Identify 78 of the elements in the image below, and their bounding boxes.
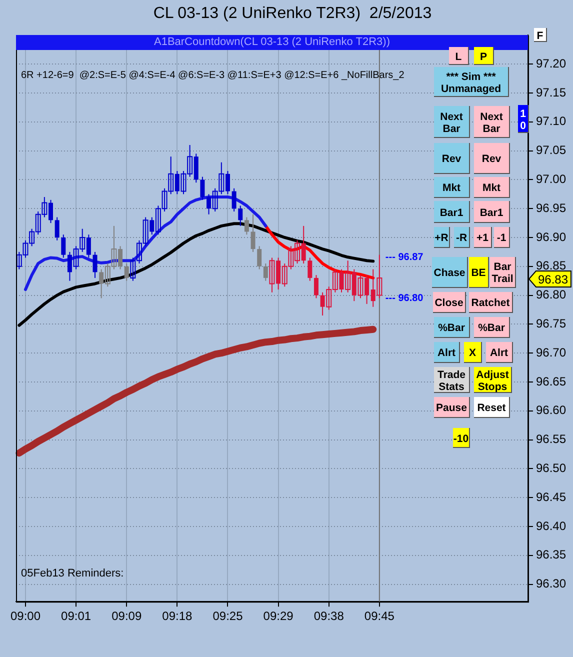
candlestick <box>238 205 243 226</box>
chart-title: CL 03-13 (2 UniRenko T2R3) 2/5/2013 <box>153 5 432 22</box>
annotation: Rev <box>474 143 510 174</box>
annotation: 10 <box>518 105 529 133</box>
annotation: Alrt <box>434 342 460 363</box>
annotation: 6R +12-6=9 @2:S=E-5 @4:S=E-4 @6:S=E-3 @11:S=E+3 @12:S=E+6 _NoFillBars_2 <box>21 70 405 81</box>
candlestick <box>250 214 256 252</box>
annotation: *** Sim *** Unmanaged <box>434 67 509 97</box>
annotation: Bar1 <box>474 201 510 223</box>
annotation: --- 96.87 <box>385 252 424 263</box>
y-tick-label: 97.00 <box>536 172 566 186</box>
header-strip: A1BarCountdown(CL 03-13 (2 UniRenko T2R3)) <box>16 35 528 50</box>
annotation: X <box>464 342 482 363</box>
annotation: Bar1 <box>434 201 470 223</box>
x-tick-label: 09:18 <box>162 609 193 624</box>
y-tick-label: 96.50 <box>536 460 566 475</box>
y-tick-label: 96.30 <box>536 576 566 591</box>
y-tick-label: 96.55 <box>536 432 566 446</box>
annotation: BE <box>469 257 489 288</box>
annotation: --- 96.80 <box>385 292 424 304</box>
candlestick <box>257 246 262 270</box>
candlestick <box>244 216 249 236</box>
annotation: P <box>474 47 494 65</box>
y-tick-label: 96.75 <box>536 316 566 330</box>
y-tick-label: 96.35 <box>536 548 566 562</box>
annotation: Chase <box>432 257 468 288</box>
annotation: Ratchet <box>469 292 513 313</box>
text: 96.83 <box>538 272 568 286</box>
y-tick-label: 96.60 <box>536 403 566 418</box>
annotation: +R <box>434 227 450 248</box>
x-tick-label: 09:38 <box>314 609 344 624</box>
annotation: %Bar <box>434 317 470 338</box>
annotation: Adjust Stops <box>474 367 512 393</box>
annotation: Rev <box>434 143 470 174</box>
x-tick-label: 09:09 <box>112 609 142 624</box>
x-tick-label: 09:45 <box>364 609 395 624</box>
x-tick-label: 09:29 <box>263 609 294 624</box>
annotation: -R <box>454 227 470 248</box>
y-tick-label: 96.85 <box>536 258 566 273</box>
annotation: Next Bar <box>434 106 470 138</box>
candlestick <box>54 216 60 241</box>
y-tick-label: 97.20 <box>536 56 566 70</box>
x-tick-label: 09:25 <box>212 609 244 624</box>
annotation: +1 <box>474 227 492 248</box>
annotation: -1 <box>494 227 510 248</box>
x-tick-label: 09:00 <box>10 609 41 624</box>
annotation: Close <box>433 292 466 313</box>
candlestick <box>92 251 98 278</box>
candlestick <box>263 262 268 282</box>
candlestick <box>232 188 236 212</box>
y-tick-label: 96.40 <box>536 518 566 533</box>
annotation: Reset <box>474 397 510 418</box>
annotation: Trade Stats <box>434 367 470 393</box>
y-tick-label: 97.15 <box>536 85 566 100</box>
annotation: -10 <box>453 428 470 448</box>
y-tick-label: 96.95 <box>536 200 566 215</box>
candlestick <box>124 262 129 282</box>
candlestick <box>314 274 318 299</box>
y-tick-label: 96.90 <box>536 230 566 244</box>
annotation: 05Feb13 Reminders: <box>21 568 124 580</box>
y-tick-label: 96.45 <box>536 490 566 504</box>
y-tick-label: 97.05 <box>536 143 566 158</box>
annotation: Mkt <box>474 177 510 198</box>
candlestick <box>200 176 205 200</box>
y-tick-label: 96.70 <box>536 345 566 360</box>
annotation: L <box>449 47 469 65</box>
candlestick <box>61 234 66 258</box>
candlestick <box>308 257 312 282</box>
annotation: Pause <box>434 397 470 418</box>
x-tick-label: 09:01 <box>61 609 92 624</box>
y-tick-label: 97.10 <box>536 114 566 128</box>
annotation: Alrt <box>486 342 513 363</box>
y-tick-label: 96.80 <box>536 288 566 302</box>
y-tick-label: 96.65 <box>536 374 566 388</box>
annotation: %Bar <box>474 317 510 338</box>
annotation: Bar Trail <box>490 257 516 288</box>
annotation: Next Bar <box>474 106 510 138</box>
annotation: Mkt <box>434 177 470 198</box>
